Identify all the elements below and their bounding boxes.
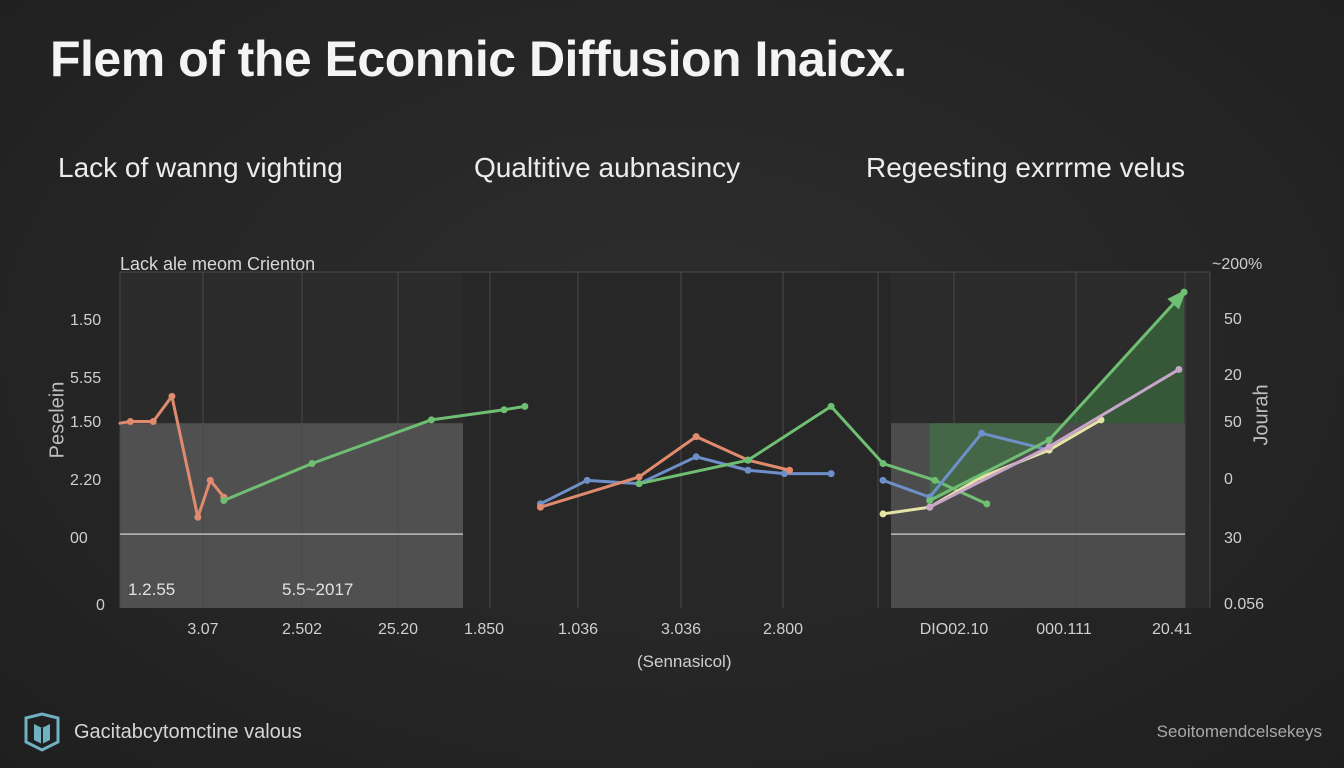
y-tick-left: 1.50 [70, 414, 102, 431]
annotation-2: 5.5~2017 [282, 580, 354, 599]
y-tick-left: 0 [96, 597, 105, 614]
data-point-salmon-left [194, 513, 202, 521]
data-point-blue-mid [692, 453, 700, 461]
x-tick: 2.800 [762, 621, 804, 638]
shield-book-icon [24, 712, 60, 752]
data-point-salmon-left [168, 392, 176, 400]
data-point-salmon-mid [635, 473, 643, 481]
section-heading-1: Lack of wanng vighting [58, 152, 343, 183]
data-point-green-left [220, 496, 228, 504]
y-tick-right: 20 [1224, 367, 1242, 384]
section-heading-2: Qualtitive aubnasincy [474, 152, 741, 183]
data-point-blue-mid [827, 470, 835, 478]
y-tick-left: 00 [70, 530, 88, 547]
gray-region-left [120, 423, 463, 608]
data-point-blue-right [978, 429, 986, 437]
y-axis-label-left: Peselein [46, 381, 69, 459]
data-point-green-left [521, 402, 529, 410]
data-point-salmon-mid [692, 433, 700, 441]
footer-brand-text: Gacitabcytomctine valous [74, 720, 302, 743]
arrow-head [1167, 289, 1187, 310]
data-point-blue-mid [744, 466, 752, 474]
data-point-blue-right [879, 476, 887, 484]
y-tick-right: 50 [1224, 311, 1242, 328]
y-tick-right: ~200% [1212, 256, 1263, 273]
annotation-1: 1.2.55 [128, 580, 176, 599]
x-tick: 20.41 [1151, 621, 1193, 638]
x-tick: 000.111 [1036, 621, 1092, 638]
data-point-green-left [500, 406, 508, 414]
x-tick: 25.20 [377, 621, 419, 638]
data-point-green-left [427, 416, 435, 424]
y-tick-left: 5.55 [70, 370, 102, 387]
y-tick-right: 0 [1224, 471, 1233, 488]
green-area-fill [929, 292, 1185, 501]
dark-region-middle [463, 272, 891, 608]
data-point-green-left [308, 460, 316, 468]
x-tick: 1.850 [463, 621, 505, 638]
data-point-green-mid [983, 500, 991, 508]
x-axis-label: (Sennasicol) [637, 652, 732, 671]
y-tick-left: 2.20 [70, 472, 102, 489]
y-tick-left: 1.50 [70, 312, 102, 329]
data-point-salmon-left [149, 418, 157, 426]
data-point-green-right [1045, 436, 1053, 444]
data-point-green-mid [931, 476, 939, 484]
data-point-green-mid [635, 480, 643, 488]
data-point-blue-mid [583, 476, 591, 484]
series-line-blue-right [881, 431, 1051, 499]
data-point-green-mid [827, 402, 835, 410]
series-line-green-mid [637, 404, 989, 506]
panel-label: Lack ale meom Crienton [120, 254, 316, 274]
data-point-blue-mid [780, 470, 788, 478]
y-tick-right: 50 [1224, 414, 1242, 431]
y-tick-right: 0.056 [1224, 596, 1265, 613]
x-tick: 1.036 [557, 621, 599, 638]
data-point-lavender-right [1175, 365, 1183, 373]
page-title: Flem of the Econnic Diffusion Inaicx. [50, 31, 907, 87]
data-point-cream-right [879, 510, 887, 518]
data-point-green-mid [879, 460, 887, 468]
data-point-salmon-mid [536, 503, 544, 511]
y-axis-label-right: Jourah [1250, 384, 1273, 446]
section-heading-3: Regeesting exrrrme velus [866, 152, 1186, 183]
data-point-green-mid [744, 456, 752, 464]
x-tick: DIO02.10 [919, 621, 989, 638]
footer-right-text: Seoitomendcelsekeys [1156, 722, 1322, 741]
data-point-salmon-mid [786, 466, 794, 474]
footer-brand: Gacitabcytomctine valous [22, 712, 302, 752]
y-tick-right: 30 [1224, 530, 1242, 547]
x-tick: 3.07 [187, 621, 219, 638]
x-tick: 3.036 [660, 621, 702, 638]
data-point-salmon-left [126, 418, 134, 426]
data-point-lavender-right [926, 503, 934, 511]
data-point-salmon-left [206, 476, 214, 484]
data-point-green-right [926, 496, 934, 504]
x-tick: 2.502 [281, 621, 323, 638]
data-point-lavender-right [1045, 443, 1053, 451]
